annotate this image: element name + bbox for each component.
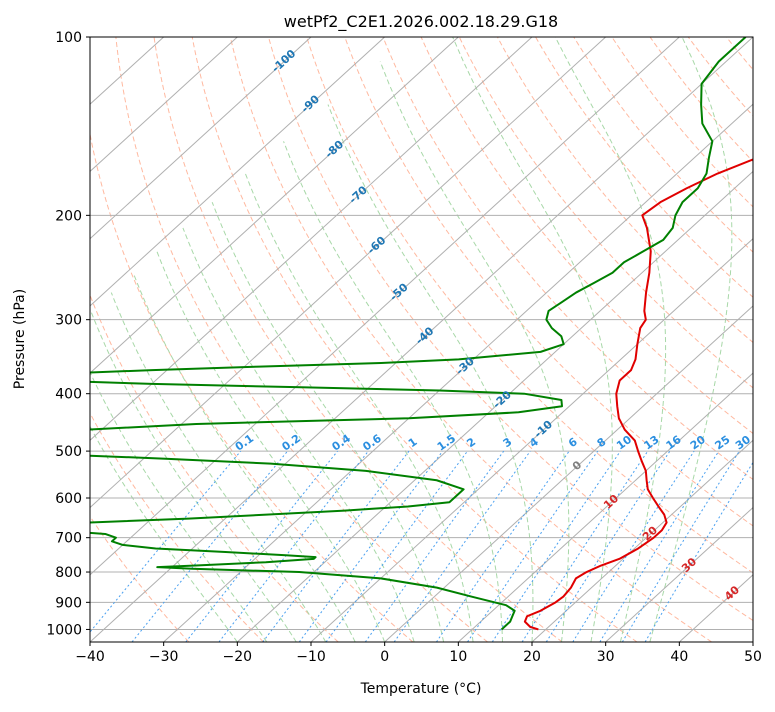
- y-tick-label: 800: [55, 565, 82, 581]
- x-tick-label: −30: [149, 649, 179, 665]
- y-tick-label: 900: [55, 595, 82, 611]
- y-tick-label: 200: [55, 208, 82, 224]
- chart-title: wetPf2_C2E1.2026.002.18.29.G18: [284, 12, 558, 32]
- x-tick-label: −10: [296, 649, 326, 665]
- x-tick-label: 0: [380, 649, 389, 665]
- x-tick-label: 50: [744, 649, 762, 665]
- y-tick-label: 100: [55, 30, 82, 46]
- x-tick-label: 30: [597, 649, 615, 665]
- y-tick-label: 600: [55, 491, 82, 507]
- x-tick-label: −40: [75, 649, 105, 665]
- y-axis-label: Pressure (hPa): [12, 289, 28, 389]
- x-tick-label: 20: [523, 649, 541, 665]
- x-tick-label: −20: [223, 649, 253, 665]
- y-tick-label: 700: [55, 531, 82, 547]
- x-tick-label: 10: [449, 649, 467, 665]
- y-tick-label: 500: [55, 444, 82, 460]
- x-axis-label: Temperature (°C): [360, 681, 482, 697]
- x-tick-label: 40: [670, 649, 688, 665]
- y-tick-label: 1000: [46, 622, 82, 638]
- y-tick-label: 300: [55, 313, 82, 329]
- y-tick-label: 400: [55, 387, 82, 403]
